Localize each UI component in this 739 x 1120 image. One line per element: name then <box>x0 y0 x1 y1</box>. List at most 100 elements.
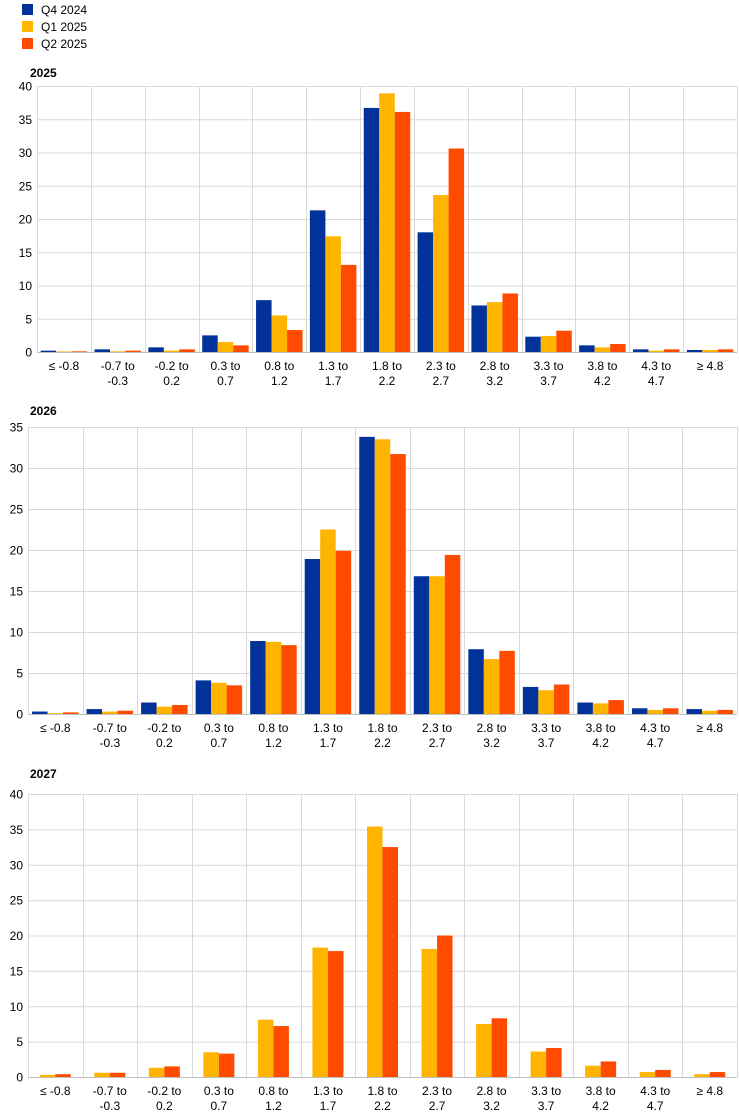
bar-q1-2025 <box>217 342 234 352</box>
chart-title: 2027 <box>30 767 57 781</box>
x-tick-label-line: 2.8 to <box>480 359 510 373</box>
bar-q4-2024 <box>32 711 48 714</box>
x-tick-label-line: 2.7 <box>429 1099 446 1113</box>
x-tick-label: -0.7 to -0.3 <box>101 359 135 388</box>
bar-q2-2025 <box>390 454 406 714</box>
x-tick-label: 0.3 to 0.7 <box>204 1084 234 1113</box>
bar-q4-2024 <box>363 107 380 352</box>
bar-q2-2025 <box>340 264 357 352</box>
bar-q2-2025 <box>287 330 303 352</box>
x-tick-label-line: 4.7 <box>648 374 665 388</box>
x-tick-label: 3.8 to 4.2 <box>586 1084 616 1113</box>
bar-q1-2025 <box>594 347 611 352</box>
bar-q1-2025 <box>320 529 336 714</box>
bar-q1-2025 <box>702 350 718 352</box>
bar-q2-2025 <box>662 708 679 714</box>
x-tick-label: 3.8 to 4.2 <box>587 359 617 388</box>
x-tick-label: 4.3 to 4.7 <box>640 1084 670 1113</box>
bar-q4-2024 <box>195 680 212 714</box>
bar-q2-2025 <box>444 554 461 714</box>
bar-q2-2025 <box>491 1018 508 1077</box>
bar-q1-2025 <box>421 948 438 1077</box>
bar-q4-2024 <box>359 436 375 714</box>
y-tick-label: 20 <box>10 929 24 943</box>
bar-q2-2025 <box>382 847 398 1077</box>
x-tick-label: 1.3 to 1.7 <box>313 721 343 750</box>
x-tick-label-line: -0.3 <box>99 736 120 750</box>
bar-q4-2024 <box>94 349 111 352</box>
bar-q2-2025 <box>125 350 142 352</box>
x-tick-label: 2.3 to 2.7 <box>422 1084 452 1113</box>
x-tick-label-line: 0.8 to <box>258 1084 288 1098</box>
x-tick-label: 2.8 to 3.2 <box>477 1084 507 1113</box>
bar-q1-2025 <box>538 690 554 714</box>
bar-q4-2024 <box>141 702 157 714</box>
x-tick-label: 0.3 to 0.7 <box>204 721 234 750</box>
x-tick-label-line: 1.7 <box>320 1099 337 1113</box>
bar-q1-2025 <box>540 336 557 352</box>
x-tick-label-line: 0.3 to <box>204 1084 234 1098</box>
bar-q4-2024 <box>86 709 103 714</box>
x-tick-label-line: -0.7 to <box>93 1084 127 1098</box>
bar-q1-2025 <box>110 351 126 352</box>
x-tick-label-line: 2.8 to <box>477 1084 507 1098</box>
x-tick-label: 3.3 to 3.7 <box>534 359 564 388</box>
bar-q1-2025 <box>483 659 500 714</box>
bar-q2-2025 <box>663 349 680 352</box>
x-tick-label-line: 3.8 to <box>587 359 617 373</box>
bar-q4-2024 <box>417 232 434 352</box>
legend-swatch <box>22 21 33 32</box>
x-tick-label-line: -0.2 to <box>147 721 181 735</box>
x-tick-label: 3.3 to 3.7 <box>531 721 561 750</box>
x-tick-label-line: 0.3 to <box>204 721 234 735</box>
y-tick-label: 20 <box>10 544 24 558</box>
bar-q1-2025 <box>39 1074 56 1077</box>
x-tick-label: ≤ -0.8 <box>49 359 80 373</box>
bar-q2-2025 <box>608 700 624 714</box>
bar-q2-2025 <box>281 645 297 714</box>
x-tick-label: -0.2 to 0.2 <box>147 721 181 750</box>
x-tick-label: -0.7 to -0.3 <box>93 721 127 750</box>
y-tick-label: 0 <box>25 346 32 360</box>
x-tick-label-line: 0.3 to <box>210 359 240 373</box>
x-tick-label-line: 0.7 <box>211 1099 228 1113</box>
x-tick-label-line: 4.7 <box>647 736 664 750</box>
bar-q1-2025 <box>585 1065 601 1077</box>
x-tick-label-line: 1.3 to <box>318 359 348 373</box>
x-tick-label-line: 3.7 <box>538 1099 555 1113</box>
y-tick-label: 25 <box>19 179 33 193</box>
bar-q2-2025 <box>610 344 626 352</box>
y-tick-label: 25 <box>10 894 24 908</box>
bar-q2-2025 <box>553 684 570 714</box>
legend-label: Q2 2025 <box>41 36 88 51</box>
x-tick-label-line: 0.7 <box>217 374 234 388</box>
x-tick-label-line: 4.3 to <box>640 721 670 735</box>
bar-q2-2025 <box>600 1061 617 1077</box>
bar-q2-2025 <box>226 685 243 714</box>
y-tick-label: 10 <box>10 1000 24 1014</box>
bar-q1-2025 <box>367 826 383 1077</box>
bar-q2-2025 <box>179 349 195 352</box>
x-tick-label: 0.8 to 1.2 <box>264 359 294 388</box>
x-tick-label: 4.3 to 4.7 <box>641 359 671 388</box>
bar-q1-2025 <box>592 703 609 714</box>
bar-q4-2024 <box>525 336 541 352</box>
y-tick-label: 30 <box>19 146 33 160</box>
bar-q1-2025 <box>694 1074 710 1077</box>
x-tick-label: -0.2 to 0.2 <box>147 1084 181 1113</box>
x-tick-label: 1.8 to 2.2 <box>367 1084 397 1113</box>
x-tick-label-line: 2.3 to <box>426 359 456 373</box>
bar-q1-2025 <box>94 1072 110 1077</box>
bar-q1-2025 <box>203 1052 219 1077</box>
bar-q4-2024 <box>304 559 321 714</box>
x-tick-label-line: 2.2 <box>379 374 396 388</box>
x-tick-label: -0.7 to -0.3 <box>93 1084 127 1113</box>
bar-q2-2025 <box>218 1053 235 1077</box>
x-tick-label-line: 3.3 to <box>531 1084 561 1098</box>
bar-q4-2024 <box>40 350 57 352</box>
y-tick-label: 15 <box>10 585 24 599</box>
x-tick-label: ≤ -0.8 <box>40 1084 71 1098</box>
chart-title: 2026 <box>30 404 57 418</box>
x-tick-label-line: 1.8 to <box>372 359 402 373</box>
